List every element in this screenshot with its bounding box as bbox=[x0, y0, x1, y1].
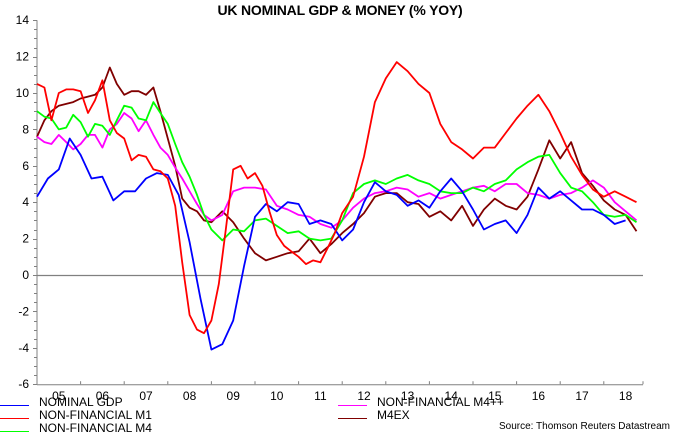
legend-right: NON-FINANCIAL M4++ M4EX bbox=[338, 396, 504, 422]
series-line-non-financial-m4- bbox=[36, 112, 638, 229]
y-tick-label: 8 bbox=[22, 122, 29, 136]
y-tick-label: 12 bbox=[16, 50, 30, 64]
y-tick-label: -2 bbox=[18, 304, 29, 318]
x-tick-label: 10 bbox=[270, 389, 284, 403]
x-tick-label: 13 bbox=[401, 389, 415, 403]
legend-swatch-non-financial-m1 bbox=[0, 417, 29, 420]
chart-axes: 14 12 10 8 6 4 2 0 -2 -4 -6 05 06 07 08 09 10 11 12 13 14 15 1… bbox=[16, 13, 644, 403]
legend-swatch-non-financial-m4 bbox=[0, 430, 29, 433]
y-tick-label: 0 bbox=[22, 268, 29, 282]
legend-label: NON-FINANCIAL M1 bbox=[39, 408, 152, 422]
x-tick-label: 07 bbox=[139, 389, 153, 403]
y-tick-label: 10 bbox=[16, 86, 30, 100]
x-tick-label: 16 bbox=[532, 389, 546, 403]
chart-title: UK NOMINAL GDP & MONEY (% YOY) bbox=[217, 2, 463, 18]
legend-swatch-non-financial-m4pp bbox=[338, 404, 367, 407]
y-tick-label: 2 bbox=[22, 232, 29, 246]
legend-swatch-nominal-gdp bbox=[0, 404, 29, 407]
y-tick-label: 6 bbox=[22, 159, 29, 173]
y-tick-label: 4 bbox=[22, 195, 29, 209]
series-line-non-financial-m4 bbox=[36, 101, 638, 242]
legend-label: M4EX bbox=[377, 408, 410, 422]
legend-left: NOMINAL GDP NON-FINANCIAL M1 NON-FINANCI… bbox=[0, 396, 152, 435]
legend-item-non-financial-m4: NON-FINANCIAL M4 bbox=[0, 422, 152, 435]
legend-label: NOMINAL GDP bbox=[39, 395, 123, 409]
legend-swatch-m4ex bbox=[338, 417, 367, 420]
legend-item-non-financial-m4pp: NON-FINANCIAL M4++ bbox=[338, 396, 504, 409]
legend-label: NON-FINANCIAL M4++ bbox=[377, 395, 504, 409]
legend-item-non-financial-m1: NON-FINANCIAL M1 bbox=[0, 409, 152, 422]
x-tick-label: 14 bbox=[445, 389, 459, 403]
x-tick-label: 06 bbox=[96, 389, 110, 403]
x-tick-label: 11 bbox=[314, 389, 327, 403]
x-tick-label: 05 bbox=[52, 389, 66, 403]
x-tick-label: 09 bbox=[227, 389, 241, 403]
chart-series-lines bbox=[36, 61, 638, 351]
x-tick-label: 15 bbox=[488, 389, 502, 403]
y-tick-label: -6 bbox=[18, 377, 29, 391]
y-tick-label: 14 bbox=[16, 13, 30, 27]
x-tick-label: 08 bbox=[183, 389, 197, 403]
x-tick-label: 18 bbox=[619, 389, 633, 403]
series-line-non-financial-m1 bbox=[36, 61, 637, 335]
legend-item-m4ex: M4EX bbox=[338, 409, 504, 422]
source-note: Source: Thomson Reuters Datastream bbox=[498, 421, 670, 432]
legend-label: NON-FINANCIAL M4 bbox=[39, 421, 152, 435]
y-tick-label: -4 bbox=[18, 341, 29, 355]
x-tick-label: 12 bbox=[357, 389, 371, 403]
series-line-nominal-gdp bbox=[36, 137, 626, 351]
legend-item-nominal-gdp: NOMINAL GDP bbox=[0, 396, 152, 409]
x-tick-label: 17 bbox=[575, 389, 589, 403]
